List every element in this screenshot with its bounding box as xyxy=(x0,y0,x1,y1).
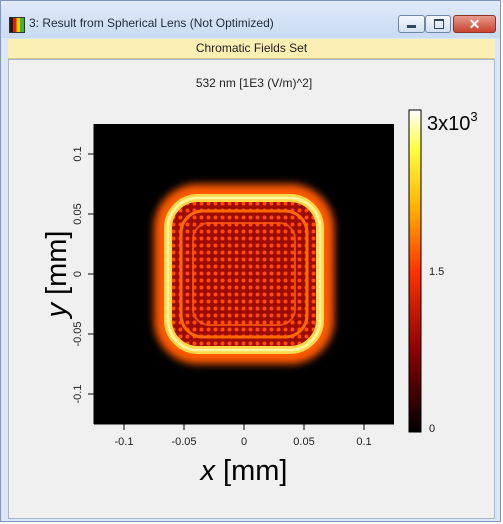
x-axis-ticks xyxy=(123,424,365,430)
plot-panel: 532 nm [1E3 (V/m)^2] xyxy=(8,59,495,519)
subtitle-bar: Chromatic Fields Set xyxy=(8,39,495,59)
app-icon xyxy=(9,17,25,33)
field-plot[interactable]: 532 nm [1E3 (V/m)^2] xyxy=(9,60,494,518)
colorbar-max-label: 3x103 xyxy=(427,109,478,135)
title-bar[interactable]: 3: Result from Spherical Lens (Not Optim… xyxy=(1,1,500,38)
y-axis-title: y[mm] xyxy=(41,231,73,320)
x-axis-title: x [mm] xyxy=(199,455,288,487)
y-tick-label: 0.05 xyxy=(72,203,84,224)
colorbar-mid-label: 1.5 xyxy=(429,266,444,278)
minimize-icon xyxy=(407,25,416,28)
colorbar-min-label: 0 xyxy=(429,423,435,435)
y-tick-label: -0.1 xyxy=(72,385,84,404)
y-tick-label: -0.05 xyxy=(72,321,84,346)
x-tick-label: 0.1 xyxy=(356,436,371,448)
maximize-icon xyxy=(434,19,444,29)
maximize-button[interactable] xyxy=(425,15,451,33)
heatmap-field xyxy=(154,184,334,364)
close-icon: ✕ xyxy=(468,16,481,32)
x-tick-label: 0.05 xyxy=(293,436,314,448)
y-axis-ticks xyxy=(88,153,94,395)
y-tick-label: 0.1 xyxy=(72,146,84,161)
x-tick-label: -0.1 xyxy=(115,436,134,448)
x-tick-label: -0.05 xyxy=(171,436,196,448)
plot-header: 532 nm [1E3 (V/m)^2] xyxy=(196,76,312,90)
y-tick-label: 0 xyxy=(72,271,84,277)
close-button[interactable]: ✕ xyxy=(453,15,496,33)
colorbar xyxy=(408,109,422,433)
minimize-button[interactable] xyxy=(398,15,425,33)
window-title: 3: Result from Spherical Lens (Not Optim… xyxy=(29,16,274,30)
x-tick-label: 0 xyxy=(241,436,247,448)
